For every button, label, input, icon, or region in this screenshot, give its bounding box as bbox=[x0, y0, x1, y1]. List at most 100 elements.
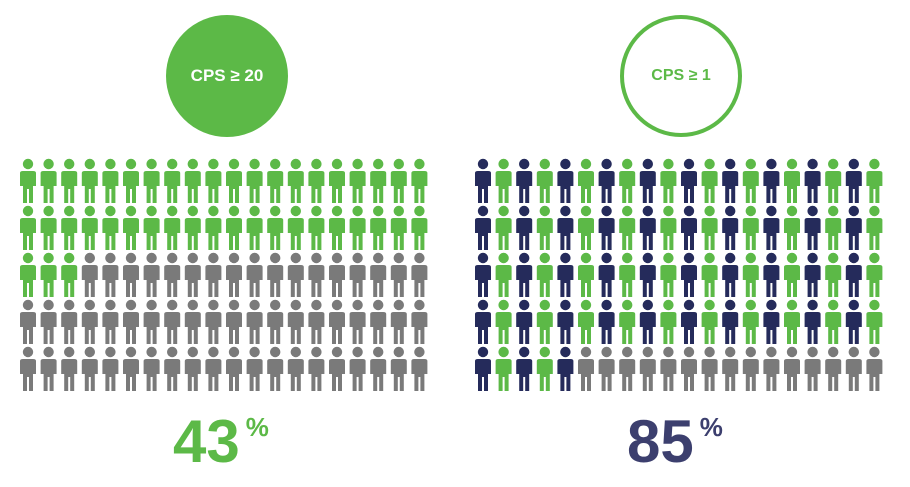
person-icon bbox=[557, 252, 574, 297]
person-icon bbox=[660, 252, 677, 297]
person-icon bbox=[226, 205, 242, 250]
cps-1-value: 85 bbox=[627, 408, 694, 475]
person-icon bbox=[845, 346, 862, 391]
person-icon bbox=[205, 205, 222, 250]
person-icon bbox=[267, 205, 284, 250]
person-icon bbox=[825, 158, 842, 203]
person-icon bbox=[866, 205, 883, 250]
person-icon bbox=[287, 205, 304, 250]
person-icon bbox=[804, 205, 821, 250]
person-icon bbox=[578, 158, 594, 203]
person-icon bbox=[370, 252, 387, 297]
cps-20-percentage: 43% bbox=[173, 412, 269, 472]
person-icon bbox=[246, 299, 263, 344]
person-icon bbox=[742, 346, 759, 391]
person-icon bbox=[81, 205, 98, 250]
person-icon bbox=[349, 158, 366, 203]
person-icon bbox=[578, 346, 594, 391]
person-icon bbox=[164, 205, 181, 250]
person-icon bbox=[123, 299, 139, 344]
person-icon bbox=[536, 158, 553, 203]
person-icon bbox=[164, 158, 181, 203]
person-icon bbox=[804, 346, 821, 391]
person-icon bbox=[411, 346, 428, 391]
person-icon bbox=[411, 158, 428, 203]
person-icon bbox=[267, 299, 284, 344]
person-icon bbox=[681, 252, 697, 297]
person-icon bbox=[763, 346, 780, 391]
person-icon bbox=[329, 158, 345, 203]
person-icon bbox=[370, 158, 387, 203]
person-icon bbox=[308, 158, 325, 203]
person-icon bbox=[536, 252, 553, 297]
person-icon bbox=[598, 252, 615, 297]
person-icon bbox=[246, 252, 263, 297]
person-icon bbox=[370, 205, 387, 250]
person-icon bbox=[475, 205, 491, 250]
person-icon bbox=[246, 205, 263, 250]
person-icon bbox=[701, 299, 718, 344]
person-icon bbox=[763, 252, 780, 297]
person-icon bbox=[20, 252, 36, 297]
person-icon bbox=[308, 252, 325, 297]
person-icon bbox=[784, 158, 800, 203]
person-icon bbox=[639, 158, 656, 203]
person-icon bbox=[681, 299, 697, 344]
person-icon bbox=[825, 299, 842, 344]
person-icon bbox=[40, 252, 57, 297]
person-icon bbox=[40, 205, 57, 250]
cps-1-pictogram bbox=[475, 158, 883, 391]
person-icon bbox=[267, 252, 284, 297]
person-icon bbox=[578, 299, 594, 344]
person-icon bbox=[660, 205, 677, 250]
person-icon bbox=[536, 299, 553, 344]
person-icon bbox=[102, 252, 119, 297]
person-icon bbox=[619, 299, 636, 344]
person-icon bbox=[370, 346, 387, 391]
person-icon bbox=[516, 205, 533, 250]
person-icon bbox=[61, 252, 78, 297]
cps-1-percent-sign: % bbox=[699, 412, 723, 442]
person-icon bbox=[660, 158, 677, 203]
person-icon bbox=[40, 158, 57, 203]
person-icon bbox=[205, 158, 222, 203]
person-icon bbox=[701, 252, 718, 297]
person-icon bbox=[308, 299, 325, 344]
person-icon bbox=[81, 158, 98, 203]
person-icon bbox=[866, 299, 883, 344]
person-icon bbox=[845, 299, 862, 344]
person-icon bbox=[825, 205, 842, 250]
person-icon bbox=[578, 205, 594, 250]
person-icon bbox=[866, 158, 883, 203]
person-icon bbox=[123, 346, 139, 391]
person-icon bbox=[639, 205, 656, 250]
person-icon bbox=[722, 205, 739, 250]
person-icon bbox=[411, 299, 428, 344]
person-icon bbox=[102, 299, 119, 344]
person-icon bbox=[390, 205, 407, 250]
person-icon bbox=[557, 346, 574, 391]
cps-20-percent-sign: % bbox=[245, 412, 269, 442]
person-icon bbox=[578, 252, 594, 297]
person-icon bbox=[267, 158, 284, 203]
person-icon bbox=[784, 205, 800, 250]
person-icon bbox=[61, 158, 78, 203]
person-icon bbox=[205, 252, 222, 297]
cps-1-label: CPS ≥ 1 bbox=[651, 67, 711, 84]
person-icon bbox=[495, 158, 512, 203]
person-icon bbox=[61, 346, 78, 391]
person-icon bbox=[742, 158, 759, 203]
person-icon bbox=[557, 299, 574, 344]
person-icon bbox=[619, 158, 636, 203]
person-icon bbox=[123, 205, 139, 250]
person-icon bbox=[390, 158, 407, 203]
person-icon bbox=[102, 158, 119, 203]
cps-20-value: 43 bbox=[173, 408, 240, 475]
person-icon bbox=[516, 299, 533, 344]
person-icon bbox=[825, 346, 842, 391]
person-icon bbox=[20, 346, 36, 391]
person-icon bbox=[639, 299, 656, 344]
person-icon bbox=[40, 346, 57, 391]
person-icon bbox=[619, 205, 636, 250]
person-icon bbox=[701, 346, 718, 391]
